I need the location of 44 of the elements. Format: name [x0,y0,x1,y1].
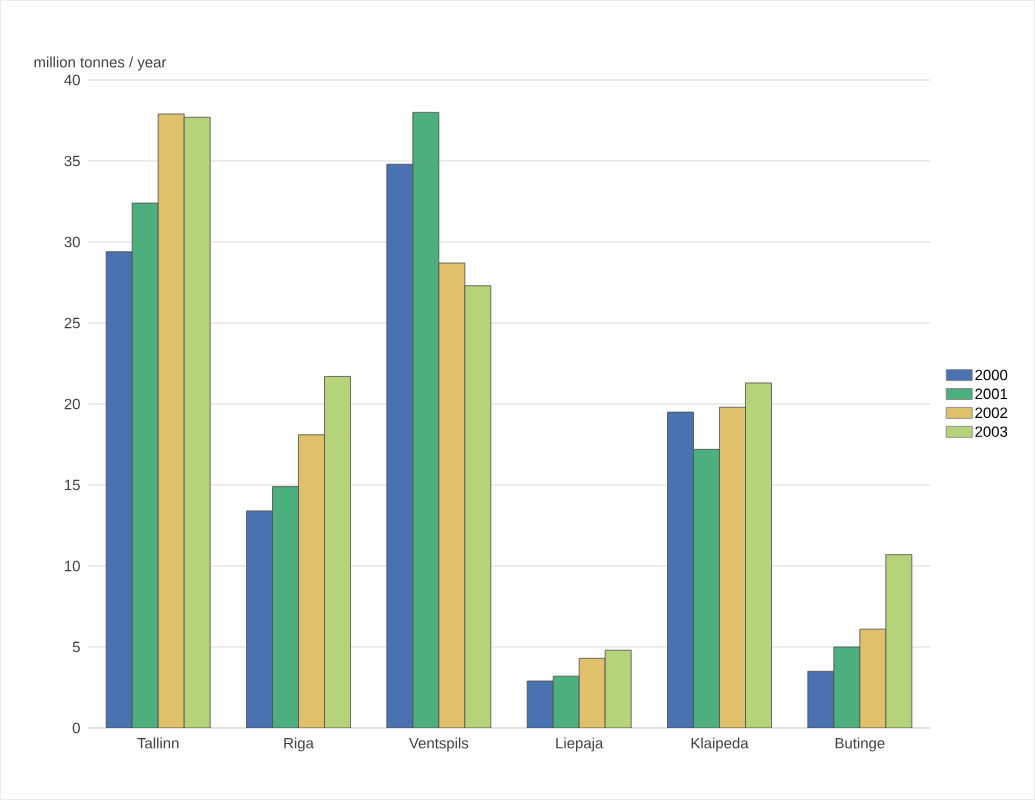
bar [464,285,492,728]
bar [807,670,835,728]
x-tick-label: Ventspils [409,737,469,752]
bar [578,657,606,728]
bar [324,376,351,728]
y-tick-label: 30 [64,236,80,248]
legend-label: 2001 [975,388,1008,400]
bar [386,163,414,728]
legend-label: 2003 [975,426,1008,437]
x-tick-label: Riga [284,737,314,752]
bar [438,262,466,728]
y-tick-label: 5 [72,641,80,653]
bar [298,434,325,728]
legend-label: 2002 [975,407,1008,419]
bar [604,649,632,728]
y-tick-label: 15 [65,479,80,491]
bar [272,486,299,728]
bar [885,554,913,728]
bar [526,680,554,728]
y-tick-label: 10 [65,560,80,572]
bar [833,646,861,728]
y-tick-label: 25 [64,317,80,329]
bar [745,382,772,728]
x-tick-label: Klaipeda [691,737,749,752]
y-tick-label: 40 [64,74,80,86]
legend-label: 2000 [975,369,1008,381]
x-tick-label: Butinge [835,737,885,752]
y-tick-label: 20 [64,398,80,410]
bar [667,411,694,728]
bar [412,111,440,728]
bar [693,448,720,728]
bar [246,510,273,728]
x-tick-label: Liepaja [556,737,604,752]
y-tick-label: 35 [64,155,80,167]
bar [131,202,159,728]
bar [157,113,185,728]
bar [719,406,746,728]
bar [105,251,133,728]
bar [183,116,211,728]
bar [552,675,580,728]
bar [859,628,887,728]
x-tick-label: Tallinn [137,737,179,749]
y-tick-label: 0 [72,722,80,734]
y-axis-title: million tonnes / year [34,56,167,71]
